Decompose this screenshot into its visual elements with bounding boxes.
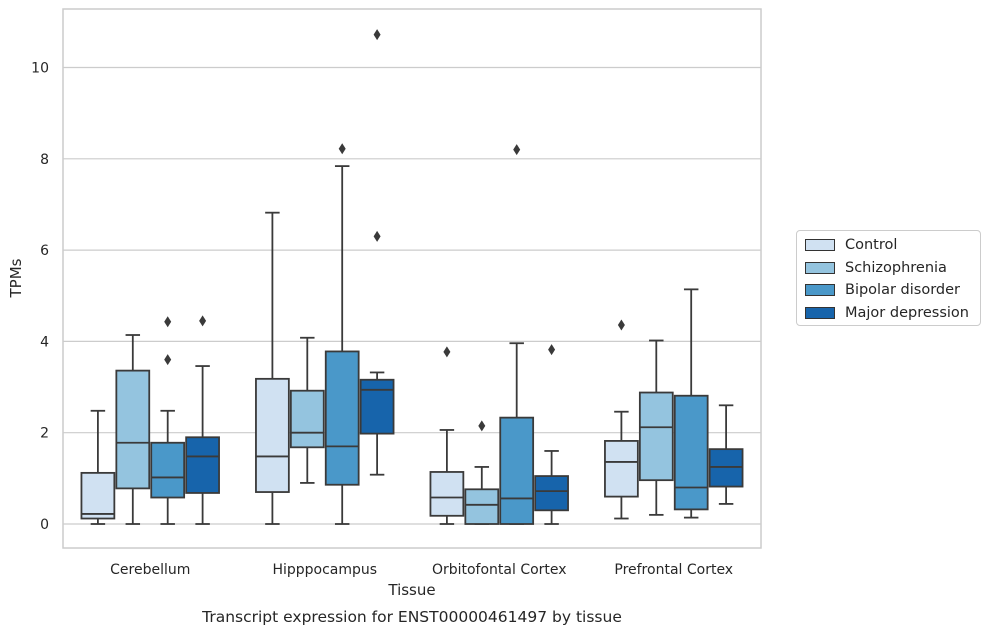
legend-swatch — [805, 306, 835, 319]
box-schizophrenia — [638, 339, 674, 516]
box-control — [80, 409, 116, 525]
box-iqr — [289, 389, 325, 449]
outlier-point — [443, 346, 451, 358]
legend-label: Bipolar disorder — [845, 282, 960, 299]
x-axis-ticks: Cerebellum Hipppocampus Orbitofontal Corte… — [110, 562, 733, 578]
outlier-point — [478, 420, 486, 432]
outlier-point — [373, 29, 381, 41]
box-schizophrenia — [115, 334, 151, 525]
legend-swatch — [805, 261, 835, 274]
box-iqr — [604, 440, 639, 498]
x-axis-label: Tissue — [387, 581, 435, 599]
y-tick-label: 6 — [40, 243, 49, 259]
box-iqr — [464, 488, 500, 525]
box-bipolar-disorder — [324, 143, 360, 525]
box-major-depression — [359, 29, 395, 476]
outlier-point — [164, 354, 172, 366]
outlier-point — [617, 319, 625, 331]
outlier-point — [513, 144, 521, 156]
box-major-depression — [534, 344, 569, 525]
outlier-point — [548, 344, 556, 356]
box-major-depression — [708, 404, 744, 505]
box-iqr — [499, 416, 535, 525]
box-control — [429, 346, 465, 525]
y-tick-label: 10 — [31, 61, 49, 77]
box-bipolar-disorder — [150, 316, 186, 525]
box-bipolar-disorder — [673, 288, 709, 519]
box-iqr — [708, 448, 744, 488]
box-plots — [80, 29, 744, 525]
legend-item: Major depression — [805, 302, 980, 325]
x-tick-label: Prefrontal Cortex — [614, 562, 733, 578]
box-iqr — [80, 471, 116, 520]
legend-swatch — [805, 239, 835, 252]
box-iqr — [638, 391, 674, 482]
box-iqr — [429, 471, 465, 517]
legend-label: Schizophrenia — [845, 259, 947, 276]
box-iqr — [150, 441, 186, 499]
box-schizophrenia — [464, 420, 500, 525]
legend-item: Control — [805, 234, 980, 257]
box-iqr — [185, 436, 220, 494]
y-tick-label: 4 — [40, 334, 49, 350]
outlier-point — [373, 230, 381, 242]
box-bipolar-disorder — [499, 144, 535, 525]
box-control — [604, 319, 639, 520]
legend-swatch — [805, 284, 835, 297]
legend-label: Major depression — [845, 304, 969, 321]
x-tick-label: Cerebellum — [110, 562, 190, 578]
plot-area-frame — [62, 8, 762, 549]
box-iqr — [255, 377, 290, 493]
outlier-point — [164, 316, 172, 328]
outlier-point — [338, 143, 346, 155]
box-iqr — [359, 378, 395, 435]
legend: Control Schizophrenia Bipolar disorder Majo… — [796, 230, 981, 326]
box-iqr — [324, 350, 360, 486]
y-tick-label: 8 — [40, 152, 49, 168]
box-iqr — [673, 394, 709, 511]
chart-caption: Transcript expression for ENST0000046149… — [201, 608, 622, 626]
legend-item: Bipolar disorder — [805, 279, 980, 302]
x-tick-label: Hipppocampus — [272, 562, 377, 578]
y-axis-label: TPMs — [7, 258, 25, 298]
box-iqr — [115, 369, 151, 490]
y-tick-label: 2 — [40, 426, 49, 442]
x-tick-label: Orbitofontal Cortex — [432, 562, 567, 578]
grid-lines — [63, 66, 761, 525]
y-tick-label: 0 — [40, 517, 49, 533]
box-schizophrenia — [289, 336, 325, 484]
legend-item: Schizophrenia — [805, 257, 980, 280]
box-major-depression — [185, 315, 220, 525]
y-axis-ticks: 0 2 4 6 8 10 — [31, 61, 49, 534]
outlier-point — [199, 315, 207, 327]
box-control — [255, 211, 290, 525]
legend-label: Control — [845, 237, 898, 254]
box-iqr — [534, 475, 569, 512]
